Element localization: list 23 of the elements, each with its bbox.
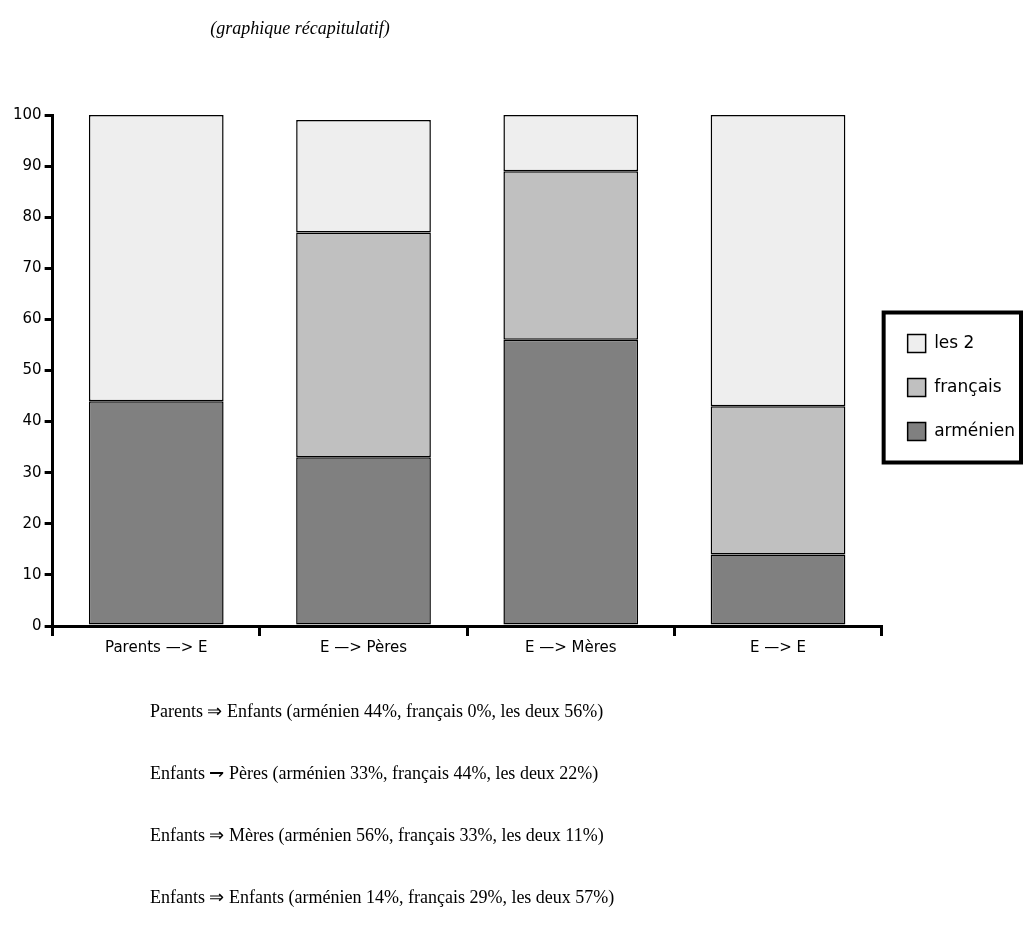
legend-label: arménien: [934, 419, 1015, 440]
legend-label: les 2: [934, 331, 975, 352]
x-tick-label: Parents —> E: [105, 637, 208, 656]
text: Parents ⇒ Enfants (arménien 44%, français 0%, les deux 56%): [150, 700, 605, 723]
text: Enfants ⇁ Pères (arménien 33%, français 44%, les deux 22%): [150, 762, 600, 785]
y-tick-label: 40: [22, 411, 42, 430]
text: Enfants ⇒ Mères (arménien 56%, français 33%, les deux 11%): [150, 824, 605, 847]
chart-title: (graphique récapitulatif): [209, 18, 391, 39]
y-tick-label: 50: [22, 360, 42, 379]
x-tick-label: E —> Pères: [319, 637, 408, 656]
legend-label: français: [934, 375, 1002, 396]
y-tick-label: 100: [12, 104, 42, 123]
x-tick-label: E —> E: [749, 637, 807, 656]
y-tick-label: 80: [22, 207, 42, 226]
y-tick-label: 20: [22, 513, 42, 532]
x-tick-label: E —> Mères: [524, 637, 617, 656]
y-tick-label: 10: [22, 564, 42, 583]
y-tick-label: 0: [32, 615, 42, 634]
y-tick-label: 90: [22, 155, 42, 174]
y-tick-label: 70: [22, 258, 42, 277]
y-tick-label: 60: [22, 309, 42, 328]
y-tick-label: 30: [22, 462, 42, 481]
text: Enfants ⇒ Enfants (arménien 14%, français 29%, les deux 57%): [150, 886, 615, 909]
